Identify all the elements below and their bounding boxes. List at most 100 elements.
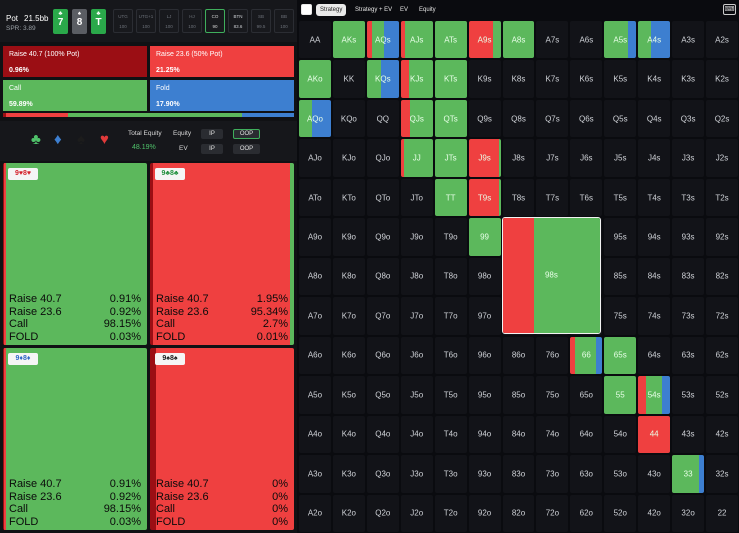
hand-cell-54s[interactable]: 54s	[638, 376, 671, 414]
position-sb[interactable]: SB 99.5	[251, 9, 271, 33]
action-option[interactable]: Fold 17.90%	[150, 80, 294, 111]
hand-cell-93o[interactable]: 93o	[468, 455, 501, 493]
tab-equity[interactable]: Equity	[419, 7, 436, 13]
hand-cell-54o[interactable]: 54o	[604, 415, 637, 454]
spade-icon[interactable]: ♠	[77, 131, 85, 148]
hand-cell-J2s[interactable]: J2s	[706, 139, 738, 177]
hand-cell-32o[interactable]: 32o	[672, 494, 705, 532]
position-bb[interactable]: BB 100	[274, 9, 294, 33]
hand-cell-KJs[interactable]: KJs	[400, 60, 433, 98]
hand-cell-94s[interactable]: 94s	[638, 218, 671, 256]
hand-cell-T6o[interactable]: T6o	[434, 336, 467, 375]
hand-cell-ATs[interactable]: ATs	[434, 21, 467, 59]
hand-cell-Q2s[interactable]: Q2s	[706, 99, 738, 138]
hand-cell-98o[interactable]: 98o	[468, 257, 501, 296]
hand-cell-72s[interactable]: 72s	[706, 297, 738, 335]
hand-cell-62s[interactable]: 62s	[706, 336, 738, 375]
hand-cell-Q4s[interactable]: Q4s	[638, 99, 671, 138]
hand-cell-73o[interactable]: 73o	[536, 455, 569, 493]
hand-cell-AA[interactable]: AA	[299, 21, 331, 59]
hand-cell-Q7s[interactable]: Q7s	[536, 99, 569, 138]
hand-cell-K9o[interactable]: K9o	[332, 218, 365, 256]
hand-cell-63s[interactable]: 63s	[672, 336, 705, 375]
hand-cell-QJs[interactable]: QJs	[400, 99, 433, 138]
hand-cell-J9s[interactable]: J9s	[468, 139, 501, 177]
hand-cell-QQ[interactable]: QQ	[366, 99, 399, 138]
hand-cell-96o[interactable]: 96o	[468, 336, 501, 375]
hand-cell-K2o[interactable]: K2o	[332, 494, 365, 532]
hand-cell-J5o[interactable]: J5o	[400, 376, 433, 414]
hand-cell-53o[interactable]: 53o	[604, 455, 637, 493]
hand-cell-85s[interactable]: 85s	[604, 257, 637, 296]
hand-card[interactable]: 9♠8♠ Raise 40.7 0% Raise 23.6 0% Call 0% FOLD 0%	[150, 348, 294, 530]
hand-cell-A9s[interactable]: A9s	[468, 21, 501, 59]
hand-cell-A6o[interactable]: A6o	[299, 336, 331, 375]
hand-cell-A2s[interactable]: A2s	[706, 21, 738, 59]
heart-icon[interactable]: ♥	[100, 131, 109, 148]
hand-cell-95o[interactable]: 95o	[468, 376, 501, 414]
hand-cell-22[interactable]: 22	[706, 494, 738, 532]
hand-cell-T3s[interactable]: T3s	[672, 178, 705, 217]
hand-cell-KTs[interactable]: KTs	[434, 60, 467, 98]
position-utgplus1[interactable]: UTG+1 100	[136, 9, 156, 33]
hand-cell-42s[interactable]: 42s	[706, 415, 738, 454]
hand-cell-KJo[interactable]: KJo	[332, 139, 365, 177]
hand-cell-Q3o[interactable]: Q3o	[366, 455, 399, 493]
hand-cell-Q5o[interactable]: Q5o	[366, 376, 399, 414]
hand-cell-J6o[interactable]: J6o	[400, 336, 433, 375]
hand-cell-92s[interactable]: 92s	[706, 218, 738, 256]
hand-cell-Q9o[interactable]: Q9o	[366, 218, 399, 256]
hand-cell-K5s[interactable]: K5s	[604, 60, 637, 98]
position-hj[interactable]: HJ 100	[182, 9, 202, 33]
hand-cell-65s[interactable]: 65s	[604, 336, 637, 375]
hand-cell-A5o[interactable]: A5o	[299, 376, 331, 414]
hand-cell-Q3s[interactable]: Q3s	[672, 99, 705, 138]
hand-card[interactable]: 9♥8♥ Raise 40.7 0.91% Raise 23.6 0.92% Call 98…	[3, 163, 147, 345]
hand-cell-J2o[interactable]: J2o	[400, 494, 433, 532]
hand-cell-T8s[interactable]: T8s	[502, 178, 535, 217]
hand-cell-A7s[interactable]: A7s	[536, 21, 569, 59]
hand-cell-86o[interactable]: 86o	[502, 336, 535, 375]
hand-cell-52s[interactable]: 52s	[706, 376, 738, 414]
hand-cell-KQs[interactable]: KQs	[366, 60, 399, 98]
hand-cell-65o[interactable]: 65o	[570, 376, 603, 414]
hand-cell-K3o[interactable]: K3o	[332, 455, 365, 493]
hand-cell-KTo[interactable]: KTo	[332, 178, 365, 217]
hand-cell-KK[interactable]: KK	[332, 60, 365, 98]
hand-cell-83s[interactable]: 83s	[672, 257, 705, 296]
hand-cell-K5o[interactable]: K5o	[332, 376, 365, 414]
hand-cell-A4o[interactable]: A4o	[299, 415, 331, 454]
hand-cell-AQo[interactable]: AQo	[299, 99, 331, 138]
hand-cell-J4o[interactable]: J4o	[400, 415, 433, 454]
position-btn[interactable]: BTN 83.6	[228, 9, 248, 33]
hand-cell-73s[interactable]: 73s	[672, 297, 705, 335]
hand-cell-Q5s[interactable]: Q5s	[604, 99, 637, 138]
hand-cell-J6s[interactable]: J6s	[570, 139, 603, 177]
equity-ip-button[interactable]: IP	[201, 129, 223, 139]
hand-cell-A3s[interactable]: A3s	[672, 21, 705, 59]
hand-cell-AKs[interactable]: AKs	[332, 21, 365, 59]
hand-cell-J7o[interactable]: J7o	[400, 297, 433, 335]
hand-cell-66[interactable]: 66	[570, 336, 603, 375]
hand-cell-94o[interactable]: 94o	[468, 415, 501, 454]
position-utg[interactable]: UTG 100	[113, 9, 133, 33]
hand-cell-AJs[interactable]: AJs	[400, 21, 433, 59]
hand-cell-76o[interactable]: 76o	[536, 336, 569, 375]
hand-cell-T2o[interactable]: T2o	[434, 494, 467, 532]
hand-cell-74s[interactable]: 74s	[638, 297, 671, 335]
hand-cell-K3s[interactable]: K3s	[672, 60, 705, 98]
tab-ev[interactable]: EV	[400, 7, 409, 13]
hand-cell-53s[interactable]: 53s	[672, 376, 705, 414]
position-lj[interactable]: LJ 100	[159, 9, 179, 33]
hand-cell-K9s[interactable]: K9s	[468, 60, 501, 98]
hand-cell-A3o[interactable]: A3o	[299, 455, 331, 493]
hand-cell-QJo[interactable]: QJo	[366, 139, 399, 177]
hand-cell-J5s[interactable]: J5s	[604, 139, 637, 177]
hand-cell-A7o[interactable]: A7o	[299, 297, 331, 335]
hand-cell-43s[interactable]: 43s	[672, 415, 705, 454]
hand-cell-AQs[interactable]: AQs	[366, 21, 399, 59]
hand-cell-T4s[interactable]: T4s	[638, 178, 671, 217]
hand-cell-QTo[interactable]: QTo	[366, 178, 399, 217]
hand-cell-T8o[interactable]: T8o	[434, 257, 467, 296]
hand-cell-A5s[interactable]: A5s	[604, 21, 637, 59]
